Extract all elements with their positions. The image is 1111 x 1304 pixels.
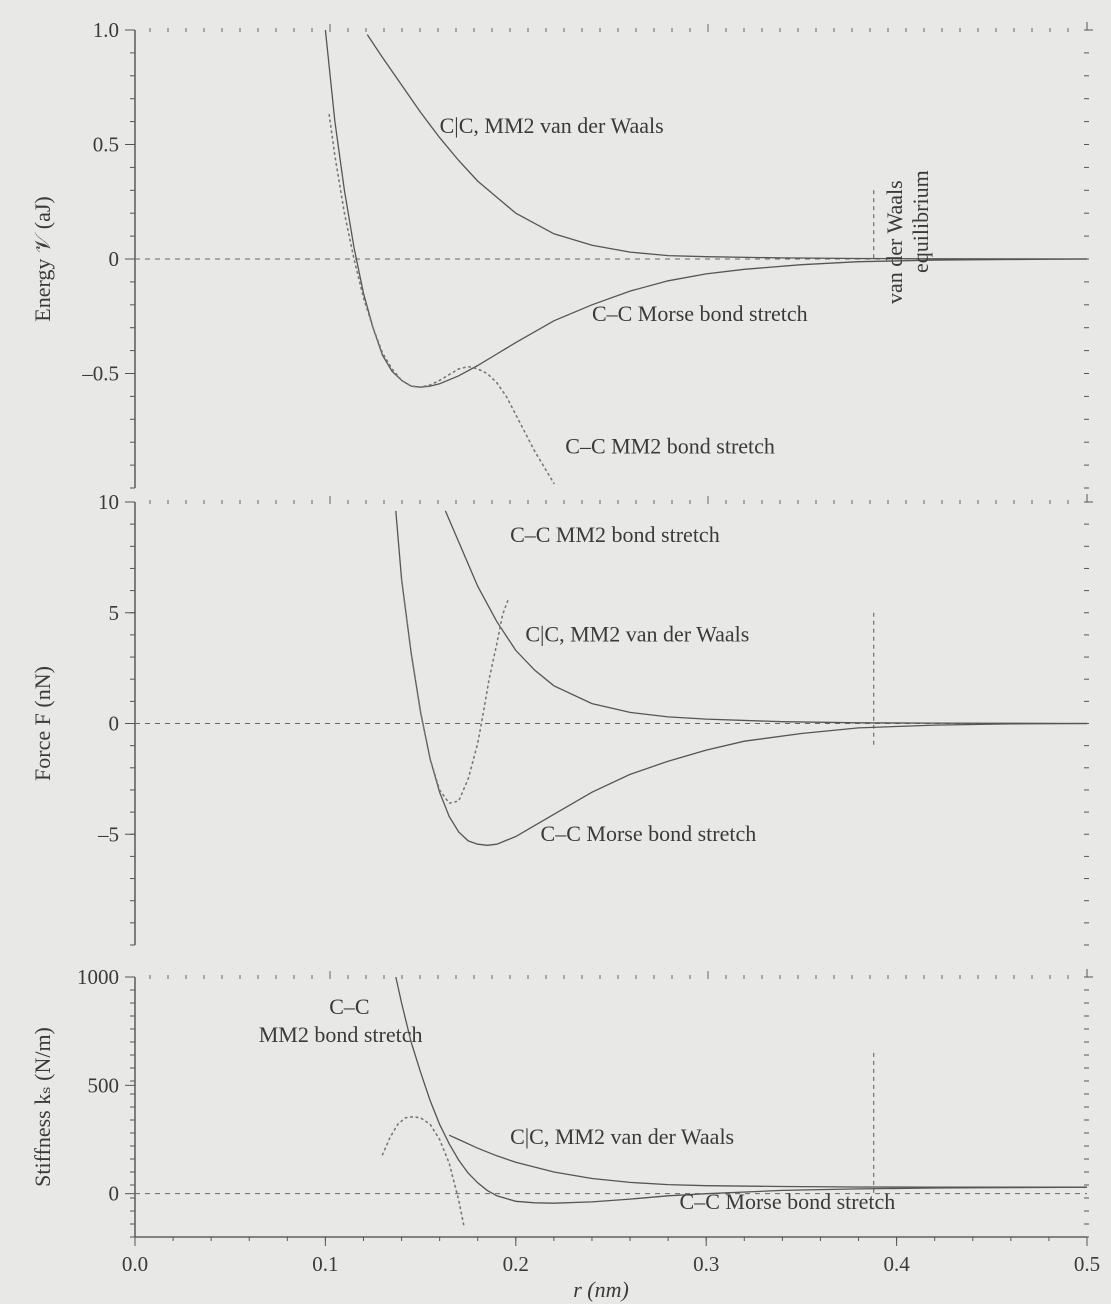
energy-annotation-2: C–C MM2 bond stretch [565, 434, 775, 459]
force-y-tick-label: 10 [98, 490, 119, 514]
stiffness-annotation-3: C–C Morse bond stretch [680, 1189, 896, 1214]
stiffness-annotation-2: C|C, MM2 van der Waals [510, 1124, 734, 1149]
force-y-axis-title: Force F (nN) [30, 666, 55, 781]
energy-equilibrium-label-1: van der Waals [882, 180, 907, 304]
x-tick-label: 0.5 [1074, 1252, 1100, 1276]
x-axis-title: r (nm) [573, 1277, 629, 1302]
stiffness-series-group [381, 976, 1087, 1230]
force-annotation-1: C|C, MM2 van der Waals [525, 622, 749, 647]
energy-series-vdw [366, 34, 1087, 260]
x-tick-label: 0.4 [883, 1252, 910, 1276]
energy-y-tick-label: 0.5 [93, 133, 119, 157]
force-y-tick-label: 0 [109, 712, 120, 736]
force-series-morse [395, 510, 1087, 846]
x-tick-label: 0.1 [312, 1252, 338, 1276]
stiffness-y-tick-label: 0 [109, 1182, 120, 1206]
energy-equilibrium-label-2: equilibrium [908, 170, 933, 273]
stiffness-annotation-0: C–C [329, 994, 369, 1019]
force-y-tick-label: 5 [109, 601, 120, 625]
chart-root: 1.0 0.5 0 –0.5 Energy 𝒱 (aJ) van der Waals equ… [30, 18, 1100, 1302]
stiffness-annotation-1: MM2 bond stretch [259, 1022, 423, 1047]
force-panel: 10 5 0 –5 Force F (nN) C–C MM2 bond stretch C|… [30, 490, 1093, 946]
energy-annotation-0: C|C, MM2 van der Waals [440, 113, 664, 138]
stiffness-series-vdw [448, 1134, 1087, 1188]
x-tick-label: 0.0 [122, 1252, 148, 1276]
energy-y-tick-label: 1.0 [93, 18, 119, 42]
stiffness-y-tick-label: 1000 [77, 965, 119, 989]
x-tick-label: 0.3 [693, 1252, 719, 1276]
stiffness-y-tick-label: 500 [88, 1073, 120, 1097]
energy-y-axis-title: Energy 𝒱 (aJ) [30, 196, 55, 321]
force-annotation-0: C–C MM2 bond stretch [510, 522, 720, 547]
energy-series-group [324, 29, 1087, 485]
stiffness-series-morse [395, 976, 1087, 1204]
force-y-tick-label: –5 [97, 822, 119, 846]
energy-y-tick-label: 0 [109, 247, 120, 271]
stiffness-y-axis-title: Stiffness kₛ (N/m) [30, 1027, 55, 1187]
force-annotation-2: C–C Morse bond stretch [541, 821, 757, 846]
energy-series-mm2 [328, 113, 555, 485]
x-tick-label: 0.2 [503, 1252, 529, 1276]
force-series-group [395, 510, 1087, 846]
stiffness-series-mm2 [381, 1115, 466, 1230]
force-series-mm2 [400, 578, 509, 805]
force-series-vdw [444, 510, 1087, 725]
energy-panel: 1.0 0.5 0 –0.5 Energy 𝒱 (aJ) van der Waals equ… [30, 18, 1093, 489]
energy-annotation-1: C–C Morse bond stretch [592, 301, 808, 326]
stiffness-panel: 1000 500 0 Stiffness kₛ (N/m) C–C MM2 bond st… [30, 965, 1100, 1302]
energy-y-tick-label: –0.5 [81, 362, 119, 386]
energy-series-morse [324, 29, 1087, 388]
